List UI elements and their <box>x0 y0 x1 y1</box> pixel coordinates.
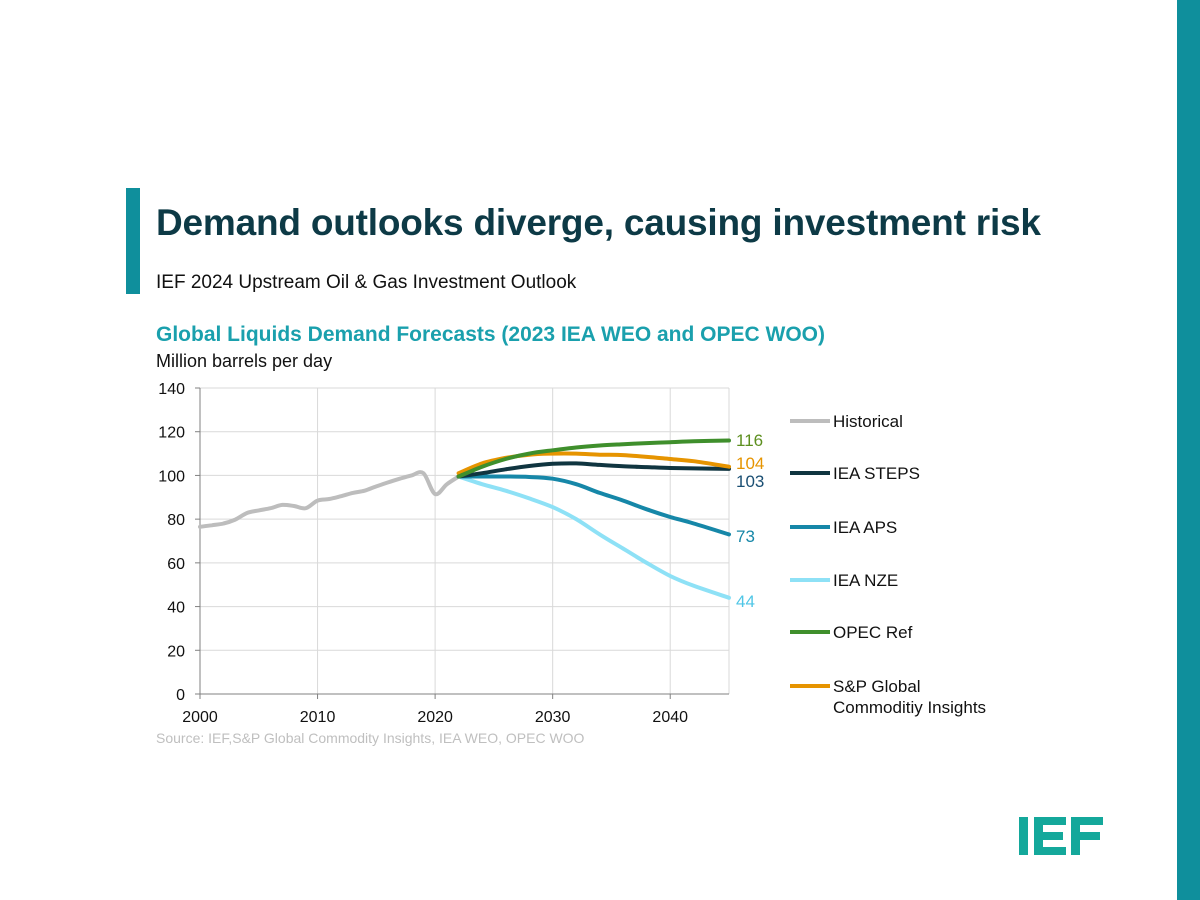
slide-accent-bar-right <box>1177 0 1200 900</box>
x-tick-label: 2010 <box>300 709 336 726</box>
title-accent-bar <box>126 188 140 294</box>
series-line-iea-aps <box>456 474 731 537</box>
chart-title: Global Liquids Demand Forecasts (2023 IE… <box>156 323 826 346</box>
y-tick-label: 120 <box>158 425 185 442</box>
end-label-iea-nze: 44 <box>736 592 755 611</box>
x-tick-label: 2000 <box>182 709 218 726</box>
y-tick-label: 20 <box>167 643 185 660</box>
y-tick-label: 40 <box>167 600 185 617</box>
legend-label: S&P Global <box>833 677 921 696</box>
end-label-s-p-global-commoditiy-insights: 104 <box>736 454 764 473</box>
legend-label: IEA STEPS <box>833 464 920 483</box>
y-tick-label: 60 <box>167 556 185 573</box>
y-axis-label: Million barrels per day <box>156 351 333 371</box>
end-label-iea-steps: 103 <box>736 472 764 491</box>
y-tick-label: 0 <box>176 687 185 704</box>
slide-subtitle: IEF 2024 Upstream Oil & Gas Investment O… <box>156 272 577 293</box>
end-label-opec-ref: 116 <box>736 431 763 450</box>
chart-grid <box>200 387 730 694</box>
slide-title: Demand outlooks diverge, causing investm… <box>156 202 1041 243</box>
series-end-labels: 103 73 44 116 104 <box>736 431 764 611</box>
series-line-historical <box>198 470 461 529</box>
legend-label: OPEC Ref <box>833 623 913 642</box>
y-tick-label: 140 <box>158 381 185 398</box>
x-tick-label: 2020 <box>417 709 453 726</box>
series-line-iea-steps <box>456 461 731 479</box>
legend-label: Commoditiy Insights <box>833 698 986 717</box>
y-tick-label: 100 <box>158 468 185 485</box>
series-line-iea-nze <box>456 474 731 600</box>
ief-logo-icon <box>1019 817 1103 855</box>
legend-label: IEA NZE <box>833 571 898 590</box>
chart-series <box>198 438 731 600</box>
source-note: Source: IEF,S&P Global Commodity Insight… <box>156 730 585 746</box>
legend-label: IEA APS <box>833 518 897 537</box>
chart-legend: Historical IEA STEPS IEA APS IEA NZE OPEC Re… <box>790 412 986 717</box>
x-tick-label: 2040 <box>652 709 688 726</box>
legend-label: Historical <box>833 412 903 431</box>
x-tick-label: 2030 <box>535 709 571 726</box>
series-line-opec-ref <box>456 438 731 479</box>
end-label-iea-aps: 73 <box>736 527 755 546</box>
y-tick-label: 80 <box>167 512 185 529</box>
